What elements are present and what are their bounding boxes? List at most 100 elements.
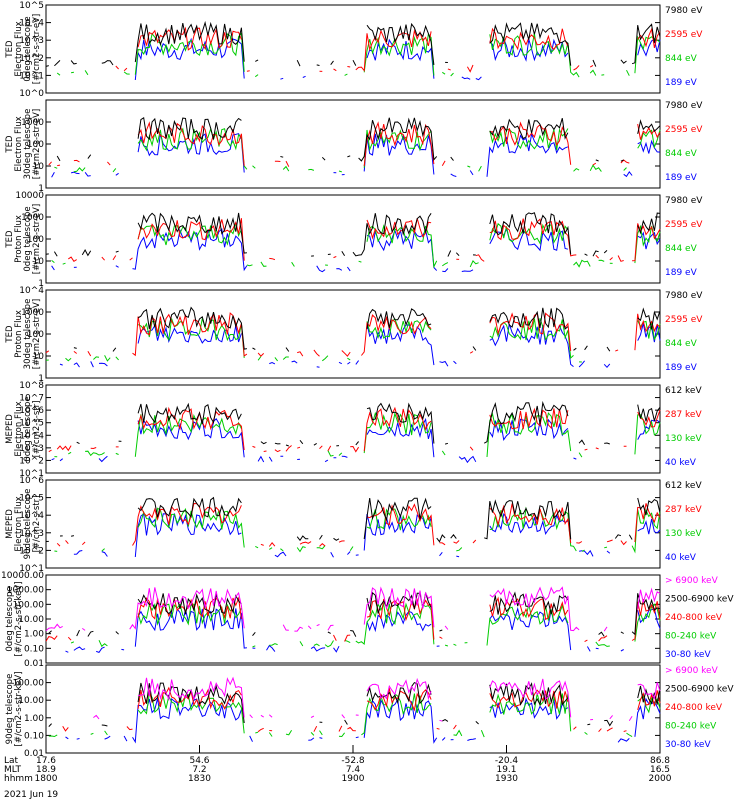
y-axis-label: 30deg telescope <box>23 299 33 370</box>
panel-7: 0.01 0.10 1.00 10.00 100.00 1000.00 10000.00 0d… <box>1 571 734 669</box>
y-axis-label: 30deg telescope <box>23 109 33 180</box>
panel-2: 1 10 100 1000 TED Electron Flux 30deg telescop… <box>5 99 703 194</box>
y-axis-label: [#/cm2-s-str-eV] <box>32 299 42 369</box>
series-trace <box>93 676 661 722</box>
series-trace <box>48 121 661 167</box>
y-tick-label: 10000 <box>15 191 44 201</box>
series-trace <box>48 692 661 738</box>
series-trace <box>45 312 661 357</box>
y-tick-label: 10^0 <box>19 89 44 99</box>
x-tick-label: 1830 <box>188 774 211 784</box>
y-tick-label: 100 <box>27 140 44 150</box>
x-tick-label: -20.4 <box>495 756 519 766</box>
series-trace <box>45 20 661 67</box>
legend-entry: 30-80 keV <box>665 650 711 660</box>
x-tick-label: 19.1 <box>496 765 516 775</box>
legend-entry: 844 eV <box>665 339 698 349</box>
series-trace <box>68 218 661 262</box>
series-trace <box>45 586 661 632</box>
legend-entry: 2500-6900 keV <box>665 595 734 605</box>
legend-entry: 7980 eV <box>665 6 703 16</box>
legend-entry: 240-800 keV <box>665 703 723 713</box>
series-trace <box>45 212 661 257</box>
panel-3: 1 10 100 1000 10000 TED Proton Flux 0deg telesc… <box>5 191 703 289</box>
x-tick-label: 7.2 <box>192 765 206 775</box>
panel-1: 10^0 10^1 10^2 10^3 10^4 10^5 TED Electron Flux… <box>5 1 703 99</box>
y-tick-label: 0.01 <box>24 749 44 759</box>
series-trace <box>54 411 661 458</box>
series-trace <box>76 400 661 447</box>
y-axis-label: 0deg telescope <box>23 206 33 271</box>
y-axis-label: [#/cm2-s-str-eV] <box>32 204 42 274</box>
legend-entry: 2500-6900 keV <box>665 685 734 695</box>
y-axis-label: Proton Flux <box>14 215 24 263</box>
legend-entry: 7980 eV <box>665 101 703 111</box>
legend-entry: 40 keV <box>665 553 697 563</box>
y-tick-label: 100 <box>27 330 44 340</box>
legend-entry: 80-240 keV <box>665 722 717 732</box>
y-tick-label: 10 <box>33 352 45 362</box>
x-row-label: hhmm <box>4 774 33 784</box>
y-axis-label: TED <box>5 40 15 59</box>
y-tick-label: 10^4 <box>19 431 44 441</box>
x-tick-label: 16.5 <box>650 765 670 775</box>
panel-4: 1 10 100 1000 10^4 TED Proton Flux 30deg telesc… <box>5 286 703 384</box>
y-axis-label: [#/cm2-s-str-eV] <box>32 14 42 84</box>
y-axis-label: [#/cm2-s-str] <box>32 496 42 553</box>
y-tick-label: 10^3 <box>19 36 44 46</box>
y-axis-label: [#/cm2-s-str-keV] <box>14 672 24 747</box>
y-tick-label: 10^4 <box>19 19 44 29</box>
y-tick-label: 10^6 <box>19 476 44 486</box>
legend-entry: 189 eV <box>665 173 698 183</box>
y-tick-label: 0.10 <box>24 644 44 654</box>
legend-entry: 612 keV <box>665 481 702 491</box>
y-tick-label: 10^1 <box>19 564 44 574</box>
y-axis-label: [#/cm2-s-str-keV] <box>14 582 24 657</box>
y-tick-label: 100.00 <box>13 600 45 610</box>
x-tick-label: -52.8 <box>341 756 365 766</box>
legend-entry: 7980 eV <box>665 291 703 301</box>
legend-entry: 189 eV <box>665 78 698 88</box>
y-tick-label: 10^1 <box>19 469 44 479</box>
y-tick-label: 1 <box>38 374 44 384</box>
y-tick-label: 10.00 <box>18 615 44 625</box>
y-tick-label: 10^1 <box>19 71 44 81</box>
x-tick-label: 86.8 <box>650 756 670 766</box>
legend-entry: 30-80 keV <box>665 740 711 750</box>
panel-frame <box>45 479 661 569</box>
legend-entry: 287 keV <box>665 410 702 420</box>
legend-entry: 189 eV <box>665 268 698 278</box>
y-tick-label: 1.00 <box>24 714 44 724</box>
legend-entry: 130 keV <box>665 434 702 444</box>
series-trace <box>51 227 661 273</box>
y-tick-label: 1000 <box>21 118 44 128</box>
legend-entry: 2595 eV <box>665 30 703 40</box>
legend-entry: 844 eV <box>665 149 698 159</box>
y-tick-label: 0.01 <box>24 659 44 669</box>
y-tick-label: 10^2 <box>19 54 44 64</box>
panel-6: 10^1 10^2 10^3 10^4 10^5 10^6 MEPED Electron Fl… <box>5 476 702 574</box>
panel-5: 10^1 10^2 10^3 10^4 10^5 10^6 10^7 10^8 MEPED Ele… <box>5 381 702 479</box>
legend-entry: 2595 eV <box>665 125 703 135</box>
y-axis-label: Electron Flux <box>14 401 24 456</box>
y-tick-label: 10^7 <box>19 394 44 404</box>
y-tick-label: 0.10 <box>24 731 44 741</box>
x-tick-label: 1930 <box>495 774 518 784</box>
legend-entry: 7980 eV <box>665 196 703 206</box>
series-trace <box>65 697 661 744</box>
y-axis-label: TED <box>5 325 15 344</box>
y-tick-label: 10^3 <box>19 529 44 539</box>
y-axis-label: 0deg telescope <box>23 396 33 461</box>
x-tick-label: 2000 <box>649 774 672 784</box>
legend-entry: 40 keV <box>665 458 697 468</box>
y-axis-label: Electron Flux <box>14 496 24 551</box>
series-trace <box>62 686 661 733</box>
x-tick-label: 7.4 <box>346 765 361 775</box>
y-tick-label: 10^4 <box>19 286 44 296</box>
y-tick-label: 1 <box>38 279 44 289</box>
legend-entry: 844 eV <box>665 244 698 254</box>
series-trace <box>45 496 661 543</box>
y-axis-label: 0deg telescope <box>23 16 33 81</box>
panel-frame <box>45 384 661 474</box>
